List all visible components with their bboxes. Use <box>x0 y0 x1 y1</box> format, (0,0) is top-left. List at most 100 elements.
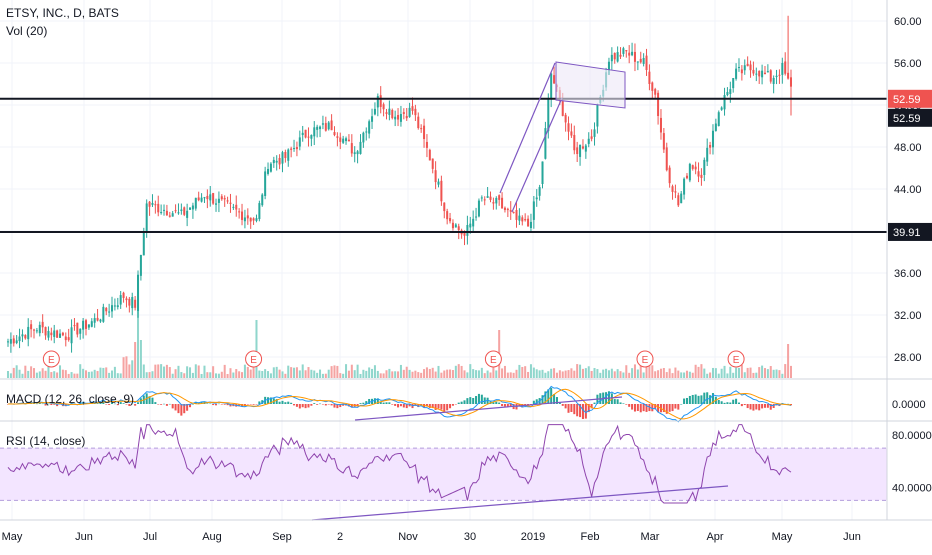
candle-body <box>579 144 582 157</box>
candle-body <box>284 151 287 159</box>
candle-body <box>347 139 350 142</box>
flag-pattern[interactable] <box>555 61 626 109</box>
candle-body <box>564 114 567 123</box>
volume-bar <box>579 364 582 378</box>
candle-body <box>723 95 726 110</box>
macd-histogram-bar <box>735 398 738 404</box>
macd-histogram-bar <box>703 392 706 404</box>
volume-bar <box>394 371 397 378</box>
candle-body <box>584 145 587 152</box>
volume-bar <box>131 360 134 378</box>
macd-histogram-bar <box>111 402 114 404</box>
macd-histogram-bar <box>613 399 616 404</box>
candle-body <box>261 194 264 206</box>
support-price-tag: 39.91 <box>888 222 932 241</box>
candle-body <box>353 152 356 155</box>
candle-body <box>743 65 746 71</box>
volume-bar <box>151 371 154 378</box>
candle-body <box>700 174 703 178</box>
earnings-marker[interactable]: E <box>484 350 502 368</box>
candle-body <box>238 211 241 213</box>
volume-bar <box>163 366 166 378</box>
macd-histogram-bar <box>385 402 388 404</box>
macd-histogram-bar <box>492 402 495 404</box>
candle-body <box>304 129 307 138</box>
candles <box>6 15 792 353</box>
candle-body <box>781 62 784 75</box>
volume-bar <box>21 373 24 378</box>
candle-body <box>319 126 322 130</box>
volume-bar <box>356 364 359 378</box>
macd-histogram-bar <box>466 398 469 404</box>
volume-bar <box>414 370 417 378</box>
volume-bar <box>183 373 186 378</box>
volume-bar <box>347 370 350 378</box>
macd-histogram-bar <box>220 404 223 405</box>
candle-body <box>368 121 371 134</box>
candle-body <box>35 330 38 332</box>
earnings-marker[interactable]: E <box>42 350 60 368</box>
macd-histogram-bar <box>376 398 379 404</box>
volume-bar <box>388 368 391 378</box>
volume-bar <box>743 372 746 378</box>
candle-body <box>111 305 114 312</box>
earnings-marker[interactable]: E <box>245 350 263 368</box>
volume-bar <box>668 368 671 378</box>
volume-bar <box>700 364 703 378</box>
volume-bar <box>206 372 209 378</box>
macd-trendline[interactable] <box>354 396 623 421</box>
candle-body <box>483 199 486 201</box>
volume-bar <box>84 370 88 378</box>
macd-histogram-bar <box>651 404 654 412</box>
volume-bar <box>9 373 12 378</box>
candle-body <box>694 166 697 170</box>
macd-histogram-bar <box>99 402 102 404</box>
candle-body <box>573 134 576 151</box>
candle-body <box>157 203 160 213</box>
macd-histogram-bar <box>564 404 567 409</box>
macd-histogram-bar <box>567 404 570 413</box>
macd-histogram-bar <box>622 403 625 404</box>
volume-bar <box>376 370 379 378</box>
macd-histogram-bar <box>547 389 550 404</box>
macd-histogram-bar <box>316 404 319 405</box>
macd-histogram-bar <box>319 403 322 405</box>
macd-histogram-bar <box>44 404 47 406</box>
macd-histogram-bar <box>446 404 449 411</box>
candle-body <box>134 299 137 308</box>
candle-body <box>737 66 740 68</box>
candle-body <box>220 196 223 200</box>
candle-body <box>371 116 374 122</box>
macd-histogram-bar <box>47 403 50 405</box>
macd-histogram-bar <box>434 404 437 410</box>
candle-body <box>547 98 550 132</box>
candle-body <box>64 336 67 341</box>
earnings-marker[interactable]: E <box>636 350 654 368</box>
volume-bar <box>73 373 76 378</box>
rsi-tick-label: 40.0000 <box>892 482 932 494</box>
candle-body <box>183 207 186 215</box>
candle-body <box>642 58 645 64</box>
channel-lower-line[interactable] <box>511 97 563 213</box>
volume-bar <box>628 372 631 378</box>
candle-body <box>740 69 743 74</box>
macd-histogram-bar <box>498 402 501 404</box>
candle-body <box>631 51 634 56</box>
rsi-trendline[interactable] <box>311 485 729 521</box>
macd-histogram-bar <box>215 404 218 406</box>
macd-histogram-bar <box>287 401 290 404</box>
volume-bar <box>512 372 515 378</box>
volume-bar <box>391 371 394 378</box>
earnings-letter: E <box>250 355 257 366</box>
macd-histogram-bar <box>252 404 255 405</box>
volume-bar <box>509 372 512 378</box>
macd-histogram-bar <box>50 404 53 406</box>
earnings-marker[interactable]: E <box>727 350 745 368</box>
channel-upper-line[interactable] <box>499 62 556 194</box>
candle-body <box>449 218 452 222</box>
volume-bar <box>171 373 174 378</box>
macd-histogram-bar <box>119 402 122 404</box>
macd-histogram-bar <box>483 397 486 404</box>
